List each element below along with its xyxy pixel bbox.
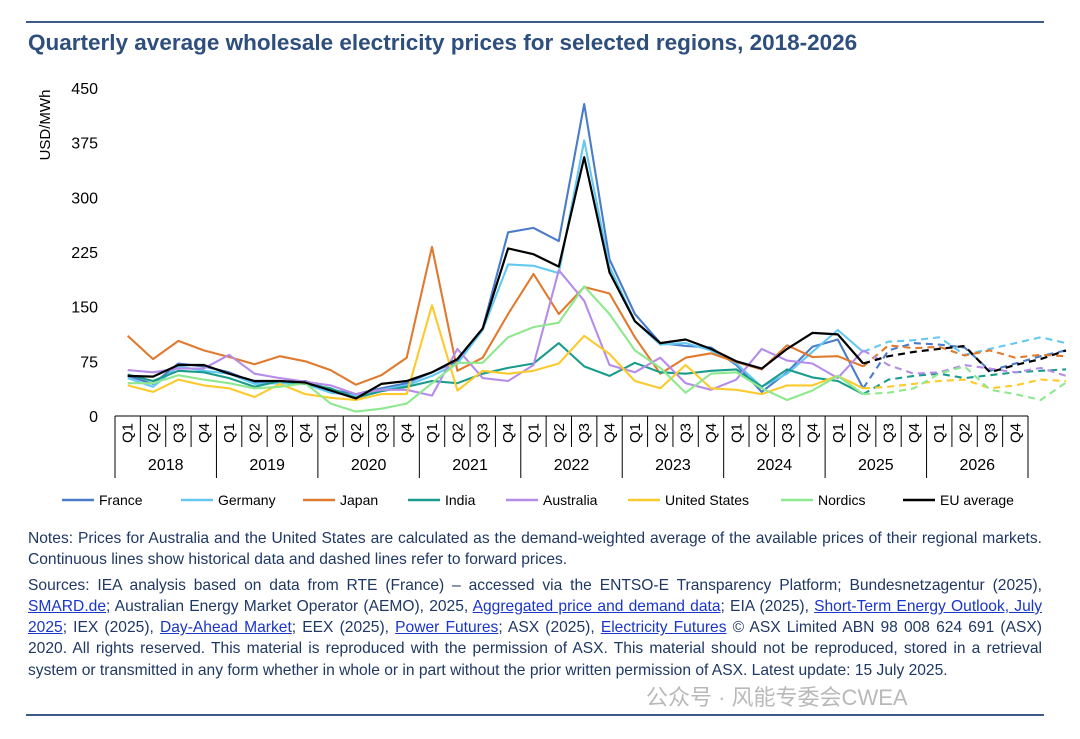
quarter-tick-label: Q3: [982, 423, 999, 443]
quarter-tick-label: Q3: [779, 423, 796, 443]
legend-label: India: [445, 492, 476, 508]
year-tick-label: 2022: [554, 457, 590, 474]
legend-label: Australia: [543, 492, 598, 508]
quarter-tick-label: Q3: [678, 423, 695, 443]
top-rule: [26, 21, 1044, 23]
quarter-tick-label: Q4: [602, 423, 619, 443]
quarter-tick-label: Q1: [221, 423, 238, 443]
quarter-tick-label: Q1: [728, 423, 745, 443]
quarter-tick-label: Q4: [1007, 423, 1024, 443]
series-line-germany: [127, 139, 864, 397]
quarter-tick-label: Q4: [500, 423, 517, 443]
line-chart: 0 75 150 225 300 375 450 USD/MWh Q1 Q2 Q3 Q4 Q1 Q2 Q3 Q…: [37, 81, 1067, 508]
quarter-tick-label: Q4: [804, 423, 821, 443]
quarter-tick-label: Q4: [196, 423, 213, 443]
quarter-tick-label: Q2: [449, 423, 466, 443]
quarter-tick-label: Q2: [652, 423, 669, 443]
series-line-nordics: [127, 285, 864, 413]
quarter-tick-label: Q1: [424, 423, 441, 443]
quarter-tick-label: Q2: [957, 423, 974, 443]
asx-link[interactable]: Electricity Futures: [600, 619, 727, 637]
quarter-tick-label: Q4: [297, 423, 314, 443]
aemo-link[interactable]: Aggregated price and demand data: [472, 597, 721, 615]
y-tick-label: 0: [89, 409, 98, 426]
quarter-tick-label: Q2: [145, 423, 162, 443]
watermark: 公众号 · 风能专委会CWEA: [646, 685, 908, 710]
series-line-united-states: [127, 304, 864, 402]
year-tick-label: 2018: [148, 457, 184, 474]
quarter-tick-label: Q1: [830, 423, 847, 443]
series-line-eu-average: [127, 156, 865, 400]
year-tick-label: 2024: [757, 457, 793, 474]
chart-title: Quarterly average wholesale electricity …: [28, 30, 858, 55]
iex-link[interactable]: Day-Ahead Market: [159, 619, 292, 637]
quarter-tick-label: Q3: [576, 423, 593, 443]
series-line-india: [127, 342, 864, 399]
legend-label: United States: [665, 492, 749, 508]
y-tick-label: 450: [71, 81, 98, 98]
quarter-tick-label: Q2: [348, 423, 365, 443]
bottom-rule: [26, 714, 1044, 716]
quarter-tick-label: Q4: [703, 423, 720, 443]
y-tick-label: 300: [71, 190, 98, 207]
year-tick-label: 2019: [249, 457, 285, 474]
quarter-tick-label: Q1: [627, 423, 644, 443]
notes-text: Notes: Prices for Australia and the Unit…: [28, 530, 1042, 569]
legend-label: Germany: [218, 492, 276, 508]
notes-block: Notes: Prices for Australia and the Unit…: [28, 528, 1042, 685]
legend-label: France: [99, 492, 143, 508]
y-tick-label: 225: [71, 245, 98, 262]
series-line-japan: [126, 245, 864, 386]
year-tick-label: 2025: [858, 457, 894, 474]
y-tick-label: 150: [71, 300, 98, 317]
year-tick-label: 2021: [452, 457, 488, 474]
quarter-tick-label: Q2: [551, 423, 568, 443]
year-tick-label: 2020: [351, 457, 387, 474]
legend-label: EU average: [940, 492, 1014, 508]
smard-link[interactable]: SMARD.de: [28, 597, 106, 615]
quarter-tick-label: Q3: [170, 423, 187, 443]
series-forward-line-nordics: [863, 365, 1067, 402]
sources-text: Sources: IEA analysis based on data from…: [28, 576, 1043, 679]
quarter-tick-label: Q2: [855, 423, 872, 443]
quarter-tick-label: Q4: [399, 423, 416, 443]
quarter-tick-label: Q3: [373, 423, 390, 443]
y-tick-label: 75: [80, 354, 98, 371]
y-tick-label: 375: [71, 136, 98, 153]
y-axis-label: USD/MWh: [37, 90, 54, 161]
series-forward-line-japan: [862, 344, 1067, 368]
quarter-tick-label: Q2: [754, 423, 771, 443]
year-tick-label: 2023: [655, 457, 691, 474]
series-forward-line-india: [862, 368, 1067, 396]
quarter-tick-label: Q2: [246, 423, 263, 443]
series-forward-line-australia: [862, 349, 1067, 377]
quarter-tick-label: Q1: [120, 423, 137, 443]
quarter-tick-label: Q3: [881, 423, 898, 443]
legend-label: Japan: [340, 492, 378, 508]
quarter-tick-label: Q3: [272, 423, 289, 443]
quarter-tick-label: Q1: [525, 423, 542, 443]
series-forward-line-france: [862, 342, 1067, 389]
quarter-tick-label: Q1: [323, 423, 340, 443]
legend-label: Nordics: [818, 492, 865, 508]
quarter-tick-label: Q1: [931, 423, 948, 443]
series-forward-line-eu-average: [862, 344, 1067, 374]
series-forward-line-united-states: [863, 378, 1067, 390]
quarter-tick-label: Q3: [475, 423, 492, 443]
quarter-tick-label: Q4: [906, 423, 923, 443]
eia-link[interactable]: Short-Term Energy Outlook, July 2025: [28, 597, 1043, 637]
year-tick-label: 2026: [959, 457, 995, 474]
eex-link[interactable]: Power Futures: [395, 619, 499, 637]
